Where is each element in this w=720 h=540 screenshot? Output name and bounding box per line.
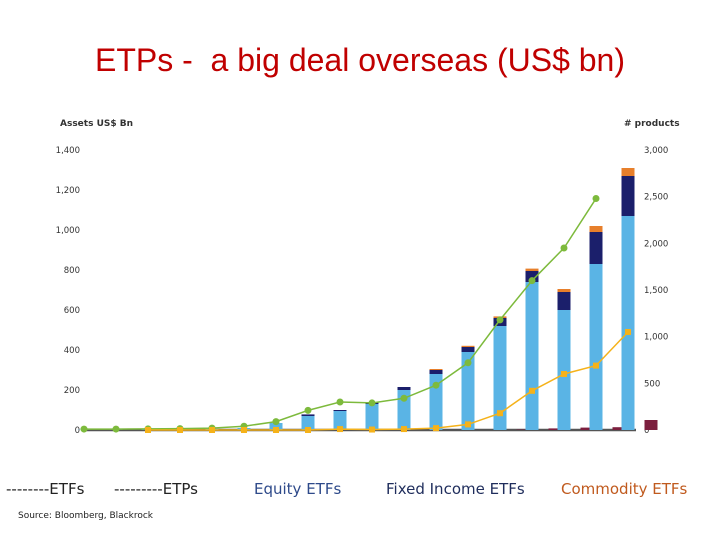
etp-count-point: [209, 427, 215, 433]
axes: Assets US$ Bn # products 0 200 400 600 800 1,00…: [56, 119, 680, 436]
bar-equity-etfs: [557, 310, 571, 430]
bar-fixed-income-etfs: [333, 410, 347, 411]
bar-fixed-income-etfs: [589, 232, 603, 264]
bar-equity-etfs: [269, 423, 283, 430]
etp-count-point: [433, 425, 439, 432]
bars: [77, 168, 658, 430]
etp-count-point: [369, 426, 375, 433]
bar-equity-etfs: [397, 390, 411, 430]
right-axis-title: # products: [624, 119, 680, 129]
left-axis-title: Assets US$ Bn: [60, 119, 133, 129]
etf-count-point: [272, 418, 280, 426]
right-tick-label: 1,500: [644, 286, 668, 296]
etp-count-point: [273, 427, 279, 433]
legend-etps: ---------ETPs: [114, 480, 198, 498]
etf-count-point: [336, 398, 344, 406]
legend-fixed-income: Fixed Income ETFs: [386, 480, 525, 498]
bar-equity-etfs: [461, 352, 475, 430]
legend-commodity: Commodity ETFs: [561, 480, 688, 498]
etp-count-point: [305, 427, 311, 433]
bar-equity-etfs: [589, 264, 603, 430]
bar-equity-etfs: [493, 326, 507, 430]
bar-commodity-etfs: [557, 289, 571, 292]
bar-equity-etfs: [525, 282, 539, 430]
etp-count-point: [593, 362, 599, 369]
etf-count-point: [400, 394, 408, 402]
etf-count-line: [84, 198, 597, 430]
etf-count-point: [80, 425, 88, 433]
left-tick-label: 1,200: [56, 186, 80, 196]
etf-count-point: [304, 406, 312, 414]
etf-count-point: [528, 277, 536, 285]
etp-count-point: [625, 329, 631, 335]
etf-count-point: [368, 399, 376, 407]
bar-fixed-income-etfs: [301, 414, 315, 416]
bar-equity-etfs: [301, 416, 315, 430]
right-tick-label: 0: [644, 426, 649, 436]
bar-commodity-etfs: [621, 168, 635, 176]
etf-count-point: [560, 244, 568, 252]
left-tick-label: 200: [64, 386, 80, 396]
bar-commodity-etfs: [589, 226, 603, 232]
left-tick-label: 800: [64, 266, 80, 276]
etp-count-point: [497, 410, 503, 417]
etp-count-point: [145, 427, 151, 433]
right-tick-label: 1,000: [644, 333, 668, 343]
right-tick-label: 3,000: [644, 146, 668, 156]
etf-count-point: [464, 359, 472, 367]
bar-other-etps: [644, 420, 658, 430]
bar-fixed-income-etfs: [557, 292, 571, 310]
etf-count-point: [592, 195, 600, 203]
left-tick-label: 400: [64, 346, 80, 356]
bar-other-etps: [548, 428, 562, 430]
bar-fixed-income-etfs: [429, 370, 443, 374]
etp-count-point: [465, 421, 471, 428]
bar-equity-etfs: [621, 216, 635, 430]
etp-count-point: [337, 426, 343, 433]
lines: [80, 195, 631, 433]
bar-fixed-income-etfs: [461, 347, 475, 352]
right-tick-label: 2,000: [644, 239, 668, 249]
etf-count-point: [496, 316, 504, 324]
chart-title: ETPs - a big deal overseas (US$ bn): [94, 42, 625, 78]
bar-commodity-etfs: [429, 369, 443, 370]
etp-count-line: [148, 331, 629, 431]
etp-count-point: [401, 426, 407, 433]
bar-other-etps: [580, 427, 594, 430]
etf-count-point: [112, 425, 120, 433]
bar-fixed-income-etfs: [397, 387, 411, 390]
left-tick-label: 600: [64, 306, 80, 316]
left-tick-label: 1,400: [56, 146, 80, 156]
right-tick-label: 2,500: [644, 193, 668, 203]
bar-commodity-etfs: [525, 268, 539, 271]
bar-equity-etfs: [365, 404, 379, 430]
left-tick-label: 0: [75, 426, 80, 436]
etp-count-point: [177, 427, 183, 433]
etf-count-point: [432, 381, 440, 389]
legend-etfs: --------ETFs: [6, 480, 85, 498]
etp-count-point: [241, 427, 247, 433]
source-note: Source: Bloomberg, Blackrock: [18, 511, 154, 521]
bar-fixed-income-etfs: [525, 271, 539, 282]
bar-equity-etfs: [333, 411, 347, 430]
legend-equity: Equity ETFs: [254, 480, 342, 498]
bar-commodity-etfs: [461, 345, 475, 347]
right-tick-label: 500: [644, 379, 660, 389]
left-tick-label: 1,000: [56, 226, 80, 236]
etp-count-point: [561, 371, 567, 377]
bar-other-etps: [612, 427, 626, 430]
bar-fixed-income-etfs: [621, 176, 635, 216]
etp-count-point: [529, 387, 535, 394]
bar-equity-etfs: [429, 374, 443, 430]
legend: --------ETFs ---------ETPs Equity ETFs F…: [6, 480, 718, 502]
